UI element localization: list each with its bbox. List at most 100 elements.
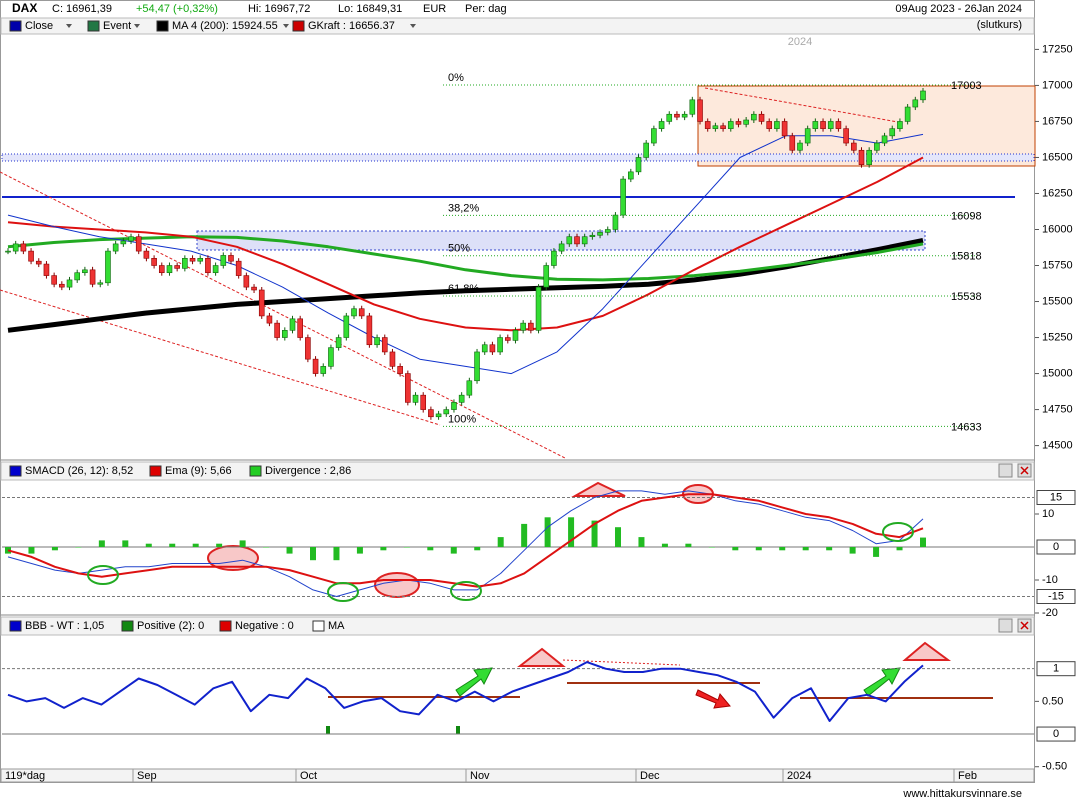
candle bbox=[551, 250, 557, 266]
candle bbox=[97, 282, 104, 285]
candle bbox=[904, 106, 911, 122]
close-icon bbox=[1020, 466, 1029, 630]
candle bbox=[435, 413, 442, 418]
histogram-bar bbox=[403, 547, 410, 548]
histogram-bar bbox=[661, 543, 668, 547]
highlight bbox=[327, 582, 359, 602]
x-tick-label: Nov bbox=[470, 770, 490, 782]
candle bbox=[443, 409, 450, 415]
fib-label: 61,8% bbox=[448, 283, 479, 295]
legend-swatch bbox=[87, 20, 100, 32]
candle bbox=[535, 286, 542, 331]
top-marker bbox=[517, 647, 566, 667]
y-tick-label: 16000 bbox=[1042, 223, 1073, 235]
histogram-bar bbox=[51, 547, 58, 551]
histogram-bar bbox=[122, 540, 129, 547]
candle bbox=[343, 315, 350, 338]
candle bbox=[497, 337, 503, 353]
zoom-button[interactable] bbox=[998, 618, 1013, 633]
highlight bbox=[374, 572, 420, 598]
dropdown-icon[interactable] bbox=[66, 24, 72, 28]
legend-label: Positive (2): 0 bbox=[137, 620, 204, 632]
histogram-bar bbox=[591, 520, 598, 547]
candle bbox=[520, 322, 526, 331]
quote-field: C: 16961,39 bbox=[52, 3, 112, 15]
footer: www.hittakursvinnare.se bbox=[902, 788, 1022, 800]
histogram-bar bbox=[474, 547, 481, 551]
legend-label: Ema (9): 5,66 bbox=[165, 465, 232, 477]
candle bbox=[212, 265, 219, 274]
legend-label: MA 4 (200): 15924.55 bbox=[172, 20, 278, 32]
candle bbox=[128, 236, 134, 242]
histogram-bar bbox=[356, 547, 363, 554]
candle bbox=[866, 149, 872, 165]
candle bbox=[205, 258, 211, 274]
level-label: 0 bbox=[1053, 541, 1059, 553]
candle bbox=[643, 142, 649, 158]
candle bbox=[758, 113, 765, 122]
candle bbox=[850, 142, 857, 151]
bbb-plot: 0.50 -0.50 1 0 bbox=[2, 661, 1076, 773]
histogram-bar bbox=[239, 540, 246, 547]
candle bbox=[112, 243, 119, 252]
legend-label: SMACD (26, 12): 8,52 bbox=[25, 465, 133, 477]
dropdown-icon[interactable] bbox=[134, 24, 140, 28]
level-label-box bbox=[1036, 589, 1076, 604]
histogram-bar bbox=[849, 547, 856, 554]
candle bbox=[258, 289, 265, 317]
candle bbox=[489, 344, 496, 353]
x-tick-label: 2024 bbox=[787, 770, 811, 782]
candle bbox=[612, 214, 619, 230]
candle bbox=[405, 373, 411, 403]
x-tick-label: Sep bbox=[137, 770, 157, 782]
candle bbox=[143, 250, 150, 259]
histogram-bar bbox=[873, 547, 880, 557]
y-tick-label: -0.50 bbox=[1042, 761, 1067, 773]
highlight bbox=[207, 545, 259, 571]
trend-channel bbox=[0, 289, 441, 426]
histogram-bar bbox=[98, 540, 105, 547]
dropdown-icon[interactable] bbox=[283, 24, 289, 28]
candle bbox=[458, 394, 465, 403]
candle bbox=[28, 250, 34, 262]
quote-field: Lo: 16849,31 bbox=[338, 3, 402, 15]
candle bbox=[328, 347, 334, 367]
histogram-bar bbox=[192, 543, 199, 547]
y-tick-label: 16250 bbox=[1042, 187, 1073, 199]
legend-label: Event bbox=[103, 20, 131, 32]
y-tick-label: 17000 bbox=[1042, 79, 1073, 91]
candle bbox=[420, 394, 427, 410]
candle bbox=[720, 125, 726, 129]
x-axis-bar bbox=[0, 768, 1035, 783]
candle bbox=[581, 236, 588, 245]
y-tick-label: 16750 bbox=[1042, 115, 1073, 127]
legend-label: Divergence : 2,86 bbox=[265, 465, 351, 477]
candle bbox=[251, 286, 257, 291]
fib-value: 17003 bbox=[951, 80, 982, 92]
bbb-legend-bar bbox=[0, 616, 1035, 636]
histogram-bar bbox=[802, 547, 809, 551]
candle bbox=[704, 121, 711, 129]
candle bbox=[197, 258, 204, 262]
x-tick-label: 119*dag bbox=[5, 770, 45, 782]
histogram-bar bbox=[286, 547, 293, 554]
y-tick-label: 14750 bbox=[1042, 403, 1073, 415]
candle bbox=[220, 255, 227, 266]
candle bbox=[297, 318, 303, 338]
histogram-bar bbox=[685, 543, 692, 547]
candle bbox=[504, 337, 511, 341]
candle bbox=[43, 263, 50, 276]
zoom-button[interactable] bbox=[998, 463, 1013, 478]
candle bbox=[735, 121, 742, 125]
positive-bar bbox=[326, 726, 330, 734]
trend-channel bbox=[0, 171, 566, 459]
x-tick-label: Feb bbox=[958, 770, 977, 782]
candle bbox=[135, 236, 142, 252]
histogram-bar bbox=[826, 547, 833, 551]
histogram-bar bbox=[427, 547, 434, 551]
candle bbox=[604, 229, 611, 233]
candle bbox=[466, 380, 473, 396]
candle bbox=[105, 250, 111, 284]
dropdown-icon[interactable] bbox=[410, 24, 416, 28]
y-tick-label: -20 bbox=[1042, 607, 1058, 619]
